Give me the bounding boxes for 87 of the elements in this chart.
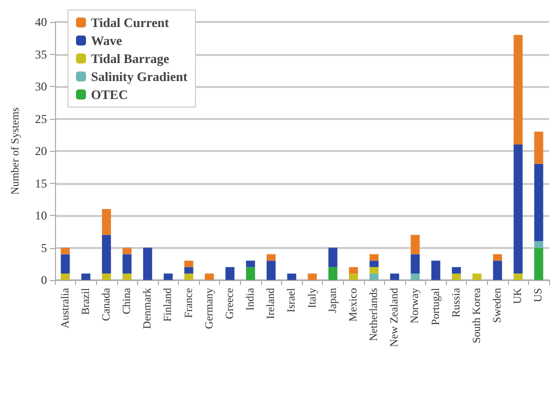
y-tick-label: 0: [41, 273, 47, 287]
bar: [60, 274, 70, 280]
x-tick-label: India: [244, 288, 257, 311]
x-tick-label: UK: [512, 288, 524, 304]
bar: [493, 254, 502, 261]
x-tick-label: Denmark: [142, 288, 154, 329]
x-tick-label: Australia: [59, 288, 72, 328]
bar: [246, 267, 256, 280]
x-tick-label: Ireland: [265, 288, 278, 320]
bar: [246, 260, 256, 268]
bar: [534, 248, 544, 280]
bar: [452, 274, 461, 280]
x-tick-label: US: [532, 288, 545, 302]
bar: [60, 254, 70, 274]
x-tick-label: Netherlands: [368, 288, 380, 342]
bar: [534, 132, 544, 164]
bar: [390, 274, 400, 280]
bar: [122, 248, 132, 254]
bar: [164, 274, 173, 280]
y-tick-label: 15: [35, 176, 47, 190]
bar: [514, 34, 523, 145]
bar: [431, 260, 440, 280]
x-tick-label: Portugal: [430, 288, 442, 326]
y-tick-label: 40: [35, 15, 47, 29]
x-tick-label: Israel: [286, 288, 298, 312]
bar: [122, 274, 132, 280]
y-tick-label: 35: [35, 47, 47, 62]
bar: [514, 274, 523, 280]
bar: [348, 274, 358, 280]
x-tick-label: Japan: [326, 288, 339, 314]
bar: [81, 274, 90, 280]
bar: [370, 260, 379, 268]
bar: [102, 209, 111, 235]
x-tick-label: Mexico: [347, 288, 360, 322]
legend-label: OTEC: [91, 87, 128, 102]
bar: [472, 274, 482, 280]
bar: [204, 274, 214, 280]
y-tick-label: 20: [35, 144, 47, 158]
bar: [225, 267, 234, 280]
bar: [102, 234, 111, 274]
y-tick-label: 25: [35, 112, 47, 126]
bar: [370, 267, 379, 274]
bar: [452, 267, 461, 274]
bar: [60, 248, 70, 254]
bar: [308, 274, 317, 280]
bar: [370, 274, 379, 280]
legend-label: Tidal Barrage: [91, 51, 170, 66]
bar: [410, 254, 420, 274]
y-axis-title: Number of Systems: [10, 107, 22, 195]
bar: [102, 274, 111, 280]
bar: [493, 260, 502, 280]
bar: [534, 164, 544, 242]
x-tick-label: Norway: [409, 288, 422, 324]
bar: [370, 254, 379, 261]
x-tick-label: New Zealand: [388, 288, 401, 347]
bar: [328, 267, 338, 280]
x-tick-label: Greece: [224, 288, 236, 320]
bar: [534, 241, 544, 248]
x-tick-label: Germany: [203, 288, 216, 329]
x-tick-label: Italy: [306, 288, 318, 308]
y-tick-label: 10: [35, 208, 47, 222]
x-tick-label: South Korea: [470, 288, 483, 344]
y-tick-label: 30: [35, 80, 47, 94]
x-tick-label: Brazil: [80, 288, 92, 315]
bar: [514, 144, 523, 274]
bar: [184, 267, 194, 274]
bar: [287, 274, 296, 280]
bar: [328, 248, 338, 268]
bar: [122, 254, 132, 274]
x-tick-label: Sweden: [492, 288, 504, 323]
x-tick-label: France: [182, 288, 195, 318]
legend-label: Salinity Gradient: [91, 69, 188, 84]
bar: [266, 260, 276, 280]
x-tick-label: Finland: [162, 288, 174, 322]
bar: [184, 260, 194, 268]
bar: [348, 267, 358, 274]
x-tick-label: Russia: [450, 288, 462, 318]
y-tick-label: 5: [41, 240, 47, 255]
bar: [410, 234, 420, 254]
bar: [184, 274, 194, 280]
x-tick-label: China: [121, 288, 134, 314]
bar: [143, 248, 152, 280]
legend-label: Tidal Current: [91, 15, 170, 30]
bar: [266, 254, 276, 261]
x-tick-label: Canada: [100, 288, 112, 321]
bar: [410, 274, 420, 280]
legend-label: Wave: [91, 33, 122, 48]
